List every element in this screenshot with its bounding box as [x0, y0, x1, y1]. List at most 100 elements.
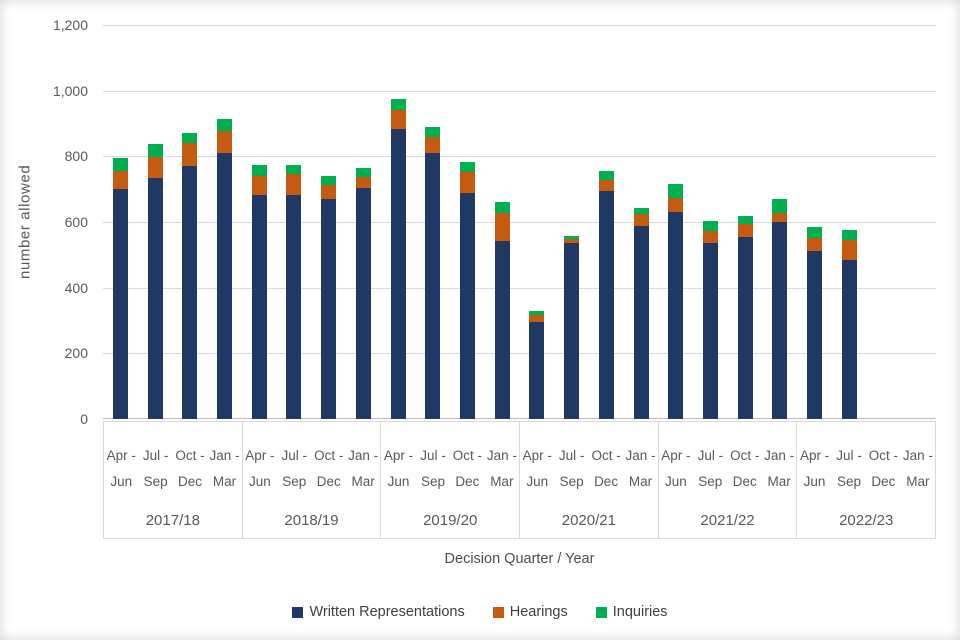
legend-item-hearings: Hearings: [492, 604, 568, 620]
quarter-label: Oct - Dec: [730, 448, 760, 489]
quarter-label: Apr - Jun: [799, 448, 830, 489]
bar-segment-inquiries: [217, 118, 232, 132]
bar-segment-hearings: [355, 176, 371, 189]
bar-segment-inquiries: [494, 202, 510, 214]
legend-swatch-written-representations-icon: [292, 606, 304, 618]
bar-segment-written-representations: [529, 321, 545, 419]
bar-segment-hearings: [494, 213, 510, 241]
bar-segment-inquiries: [355, 168, 371, 177]
bar-segment-written-representations: [425, 153, 441, 419]
plot-area: [103, 25, 936, 419]
bar-segment-written-representations: [355, 188, 371, 419]
legend-swatch-inquiries-icon: [595, 606, 607, 618]
stacked-bar: [286, 164, 302, 419]
bar-segment-inquiries: [807, 227, 822, 239]
bar-segment-written-representations: [112, 189, 128, 419]
bar-segment-written-representations: [459, 193, 475, 419]
y-tick-label: 200: [64, 345, 88, 362]
y-tick-label: 1,000: [52, 82, 88, 99]
bar-segment-hearings: [112, 170, 128, 190]
year-label: 2021/22: [700, 512, 755, 529]
quarter-label: Apr - Jun: [245, 448, 275, 489]
stacked-bar: [807, 227, 822, 419]
legend: Written Representations Hearings Inquiri…: [0, 604, 960, 620]
bar-segment-written-representations: [668, 211, 684, 419]
year-group-2020-21: Apr - Jun Jul - Sep Oct - Dec Jan - Mar 2020/21: [520, 422, 659, 538]
bar-segment-written-representations: [564, 243, 580, 419]
y-axis-tick-labels: 0 200 400 600 800 1,000 1,200: [0, 17, 95, 427]
bar-segment-inquiries: [737, 216, 753, 225]
quarter-label: Oct - Dec: [314, 448, 344, 489]
quarter-label: Jan - Mar: [348, 448, 379, 489]
bar-segment-inquiries: [286, 164, 302, 175]
stacked-bar: [321, 176, 337, 419]
stacked-bar: [217, 118, 232, 419]
quarter-label: Apr - Jun: [106, 448, 136, 489]
quarter-label: Jan - Mar: [764, 448, 795, 489]
legend-label-inquiries: Inquiries: [612, 604, 668, 620]
y-tick-label: 400: [64, 279, 88, 296]
quarter-label: Jan - Mar: [902, 448, 933, 489]
quarter-label: Jul - Sep: [836, 448, 862, 489]
quarter-label: Jul - Sep: [697, 448, 724, 489]
stacked-bar: [459, 162, 475, 419]
bar-segment-inquiries: [251, 164, 267, 177]
bar-segment-inquiries: [459, 162, 475, 172]
stacked-bar: [425, 127, 441, 419]
bar-segment-written-representations: [598, 190, 614, 419]
quarter-label: Jul - Sep: [420, 448, 446, 489]
bar-segment-inquiries: [633, 208, 649, 215]
bar-segment-hearings: [459, 171, 475, 194]
stacked-bar: [112, 158, 128, 419]
bar-segment-written-representations: [494, 241, 510, 419]
bar-segment-written-representations: [633, 225, 649, 419]
gridline: [103, 287, 936, 289]
quarter-label: Apr - Jun: [522, 448, 552, 489]
bar-segment-inquiries: [772, 199, 788, 213]
gridline: [103, 222, 936, 223]
bar-segment-written-representations: [772, 222, 788, 419]
bar-segment-hearings: [251, 176, 267, 196]
gridline: [103, 353, 936, 355]
stacked-bar: [633, 208, 649, 419]
bar-segment-hearings: [702, 230, 718, 243]
stacked-bar: [182, 133, 198, 419]
quarter-label: Jul - Sep: [281, 448, 308, 489]
year-group-2018-19: Apr - Jun Jul - Sep Oct - Dec Jan - Mar 2018/19: [243, 422, 382, 538]
bar-segment-inquiries: [147, 144, 163, 158]
bar-segment-hearings: [182, 143, 198, 166]
quarter-label: Oct - Dec: [591, 448, 621, 489]
bar-segment-hearings: [564, 239, 580, 244]
bar-segment-written-representations: [321, 199, 337, 419]
bar-segment-written-representations: [251, 195, 267, 419]
bar-segment-hearings: [425, 136, 441, 154]
stacked-bar: [737, 216, 753, 419]
stacked-bar: [390, 99, 406, 419]
quarter-label: Apr - Jun: [661, 448, 691, 489]
bar-segment-hearings: [321, 184, 337, 200]
bar-segment-inquiries: [390, 99, 406, 111]
quarter-label: Oct - Dec: [868, 448, 899, 489]
quarter-label: Apr - Jun: [383, 448, 414, 489]
legend-item-inquiries: Inquiries: [595, 604, 668, 620]
legend-label-hearings: Hearings: [509, 604, 568, 620]
quarter-label: Oct - Dec: [452, 448, 483, 489]
year-label: 2017/18: [145, 512, 200, 529]
stacked-bar: [668, 184, 684, 419]
bar-segment-inquiries: [425, 127, 441, 137]
quarter-label: Jan - Mar: [625, 448, 656, 489]
bar-segment-written-representations: [841, 260, 857, 419]
year-group-2017-18: Apr - Jun Jul - Sep Oct - Dec Jan - Mar 2017/18: [104, 422, 243, 538]
bar-segment-hearings: [147, 157, 163, 178]
year-label: 2022/23: [839, 512, 894, 529]
y-tick-label: 1,200: [52, 17, 88, 33]
bar-segment-hearings: [390, 110, 406, 130]
bar-segment-inquiries: [564, 236, 580, 240]
quarter-label: Jul - Sep: [142, 448, 169, 489]
bar-segment-inquiries: [182, 133, 198, 144]
bar-segment-hearings: [668, 198, 684, 212]
stacked-bar: [598, 171, 614, 419]
y-tick-label: 800: [64, 148, 88, 165]
stacked-bar: [355, 168, 371, 419]
